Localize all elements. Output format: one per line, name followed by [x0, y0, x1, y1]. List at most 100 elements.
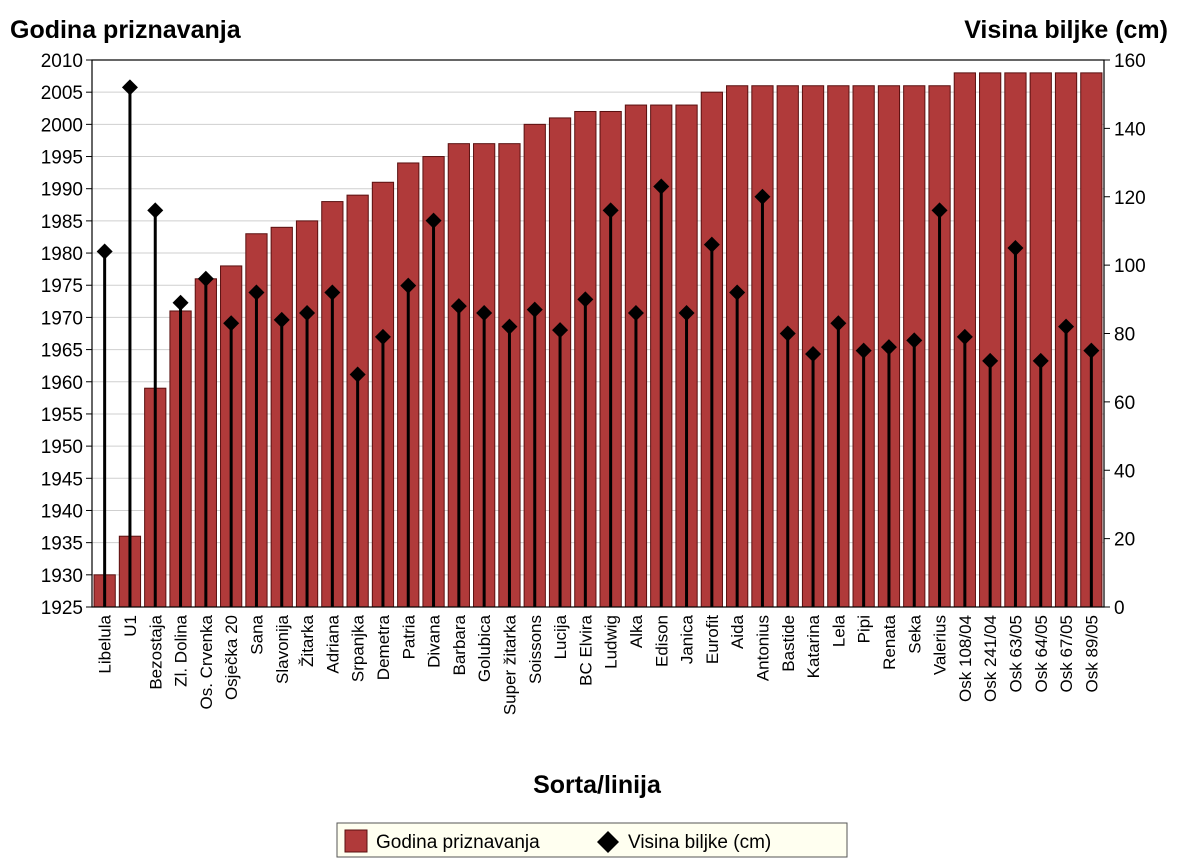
height-point [476, 304, 493, 321]
category-label: Osk 63/05 [1006, 615, 1025, 693]
category-label: Renata [880, 614, 899, 669]
right-tick-label: 0 [1114, 598, 1125, 619]
category-label: Lucija [551, 614, 570, 659]
height-point [501, 318, 518, 335]
height-point [653, 178, 670, 195]
left-tick-label: 1930 [41, 566, 83, 587]
category-label: Super žitarka [500, 614, 519, 715]
left-tick-label: 2010 [41, 51, 83, 72]
category-label: Osk 64/05 [1032, 615, 1051, 693]
bar-series [93, 72, 1103, 608]
height-point [172, 294, 189, 311]
height-point [855, 342, 872, 359]
category-label: Osk 67/05 [1057, 615, 1076, 693]
height-point [1083, 342, 1100, 359]
height-point [931, 202, 948, 219]
category-label: Os. Crvenka [197, 614, 216, 709]
category-label: Osk 108/04 [956, 615, 975, 702]
height-point [703, 236, 720, 253]
left-tick-label: 1965 [41, 341, 83, 362]
height-point [147, 202, 164, 219]
category-label: Demetra [374, 614, 393, 680]
left-tick-label: 1950 [41, 437, 83, 458]
right-axis-ticks: 0 20 40 60 80 100 120 140 160 [1104, 51, 1146, 619]
left-tick-label: 1995 [41, 148, 83, 169]
category-label: Bastide [779, 615, 798, 672]
right-axis-title: Visina biljke (cm) [964, 16, 1168, 44]
category-label: Soissons [526, 615, 545, 684]
category-label: Aida [728, 614, 747, 649]
category-label: U1 [121, 615, 140, 637]
category-label: Eurofit [703, 615, 722, 664]
height-point [349, 366, 366, 383]
category-label: Katarina [804, 614, 823, 678]
category-label: Adriana [323, 614, 342, 673]
category-label: Sana [247, 614, 266, 654]
height-point [678, 304, 695, 321]
category-label: Patria [399, 614, 418, 659]
left-tick-label: 1935 [41, 534, 83, 555]
left-tick-label: 1980 [41, 244, 83, 265]
left-tick-label: 1925 [41, 598, 83, 619]
category-label: Libelula [96, 614, 115, 673]
category-label: Janica [678, 614, 697, 664]
category-label: Golubica [475, 614, 494, 682]
category-labels: Libelula U1 Bezostaja Zl. Dolina Os. Crvenka… [96, 614, 1102, 715]
height-point [450, 298, 467, 315]
height-point [273, 311, 290, 328]
category-label: Ludwig [602, 615, 621, 669]
legend-box [336, 822, 848, 858]
left-tick-label: 1960 [41, 373, 83, 394]
height-point [602, 202, 619, 219]
height-point [96, 243, 113, 260]
legend-label-marker: Visina biljke (cm) [628, 832, 771, 853]
category-label: Barbara [450, 614, 469, 675]
category-label: Seka [905, 614, 924, 653]
height-point [627, 304, 644, 321]
category-label: Antonius [753, 615, 772, 681]
height-point [729, 284, 746, 301]
right-tick-label: 20 [1114, 530, 1135, 551]
grid-lines [92, 59, 1104, 608]
left-tick-label: 2000 [41, 115, 83, 136]
x-axis-title: Sorta/linija [533, 771, 662, 799]
height-point [956, 328, 973, 345]
category-label: Žitarka [298, 614, 317, 667]
right-tick-label: 80 [1114, 325, 1135, 346]
legend: Godina priznavanja Visina biljke (cm) [336, 822, 848, 858]
category-label: Bezostaja [146, 614, 165, 689]
height-point [197, 270, 214, 287]
height-point [754, 188, 771, 205]
height-point [1032, 352, 1049, 369]
legend-bar-swatch [344, 829, 368, 853]
height-point [552, 322, 569, 339]
category-label: Pipi [855, 615, 874, 643]
height-point [299, 304, 316, 321]
height-point [324, 284, 341, 301]
height-point [374, 328, 391, 345]
category-label: Alka [627, 614, 646, 648]
right-tick-label: 60 [1114, 393, 1135, 414]
height-point [982, 352, 999, 369]
left-tick-label: 1955 [41, 405, 83, 426]
height-point [906, 332, 923, 349]
height-point [223, 315, 240, 332]
left-axis-title: Godina priznavanja [10, 16, 242, 44]
category-label: BC Elvira [576, 614, 595, 685]
height-point [577, 291, 594, 308]
height-point [1058, 318, 1075, 335]
height-point [880, 339, 897, 356]
height-point [830, 315, 847, 332]
left-axis-ticks: 1925 1930 1935 1940 1945 1950 1955 1960 1965 1970… [41, 51, 92, 619]
category-label: Divana [425, 614, 444, 667]
plot-frame [91, 59, 1105, 608]
left-tick-label: 1990 [41, 180, 83, 201]
category-label: Lela [829, 614, 848, 647]
category-label: Zl. Dolina [172, 614, 191, 686]
height-point [121, 79, 138, 96]
category-label: Slavonija [273, 614, 292, 684]
left-tick-label: 1945 [41, 469, 83, 490]
height-point [779, 325, 796, 342]
height-point [400, 277, 417, 294]
left-tick-label: 1940 [41, 501, 83, 522]
